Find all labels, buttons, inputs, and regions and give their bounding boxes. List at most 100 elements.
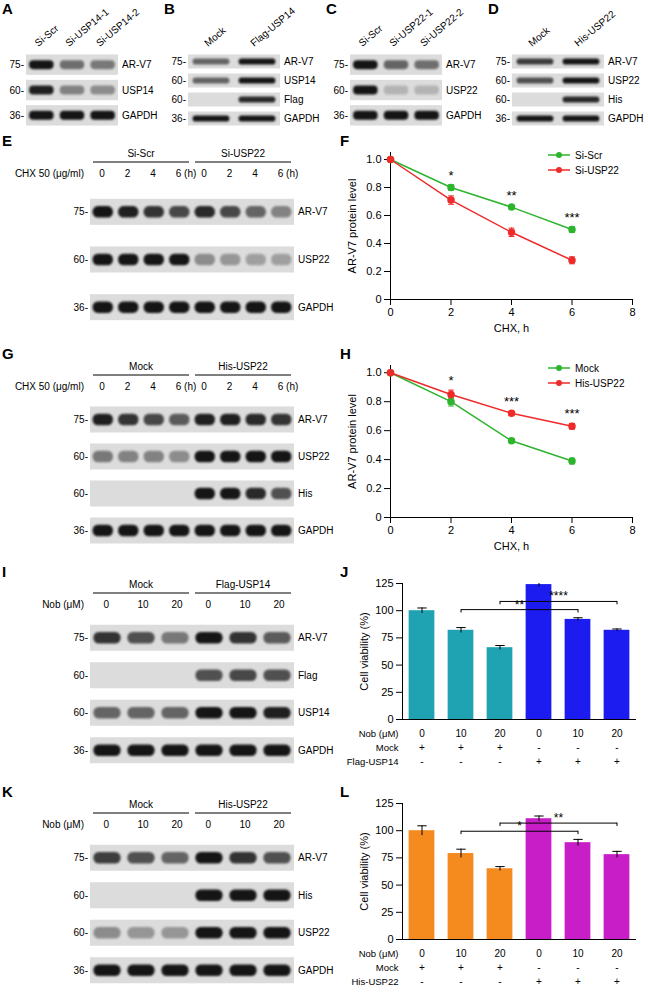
svg-text:2: 2	[125, 381, 131, 392]
svg-text:**: **	[515, 598, 525, 612]
svg-text:6 (h): 6 (h)	[278, 168, 299, 179]
svg-text:+: +	[458, 962, 464, 973]
svg-text:20: 20	[494, 948, 506, 959]
svg-text:1.0: 1.0	[366, 153, 381, 165]
svg-text:60-: 60-	[74, 670, 88, 681]
svg-text:USP14: USP14	[298, 707, 330, 718]
svg-text:0.2: 0.2	[366, 482, 381, 494]
svg-text:His-USP22: His-USP22	[218, 361, 268, 372]
svg-text:A: A	[2, 0, 13, 17]
svg-text:100: 100	[375, 604, 393, 616]
svg-text:60-: 60-	[74, 451, 88, 462]
svg-text:75: 75	[381, 851, 393, 863]
svg-text:+: +	[497, 962, 503, 973]
svg-text:GAPDH: GAPDH	[298, 525, 334, 536]
svg-text:36-: 36-	[10, 110, 24, 121]
svg-text:-: -	[498, 976, 501, 987]
svg-text:25: 25	[381, 686, 393, 698]
svg-text:CHX, h: CHX, h	[494, 322, 529, 334]
svg-text:+: +	[575, 976, 581, 987]
svg-text:0: 0	[419, 728, 425, 739]
svg-text:+: +	[575, 756, 581, 767]
svg-text:0.8: 0.8	[366, 395, 381, 407]
svg-text:-: -	[576, 742, 579, 753]
svg-text:Mock: Mock	[129, 579, 154, 590]
svg-text:4: 4	[508, 306, 514, 318]
svg-text:20: 20	[611, 948, 623, 959]
svg-text:Mock: Mock	[575, 363, 600, 374]
svg-text:Flag-USP14: Flag-USP14	[216, 579, 271, 590]
svg-text:6 (h): 6 (h)	[176, 168, 197, 179]
svg-text:60-: 60-	[496, 75, 510, 86]
svg-text:20: 20	[172, 599, 184, 610]
svg-text:His: His	[608, 94, 622, 105]
svg-text:CHX, h: CHX, h	[494, 540, 529, 552]
svg-text:36-: 36-	[74, 745, 88, 756]
svg-text:10: 10	[240, 599, 252, 610]
svg-text:His-USP22: His-USP22	[218, 799, 268, 810]
svg-text:I: I	[2, 563, 6, 580]
svg-text:36-: 36-	[74, 525, 88, 536]
svg-text:36-: 36-	[74, 965, 88, 976]
svg-text:*: *	[448, 373, 453, 388]
svg-text:USP22: USP22	[298, 254, 330, 265]
svg-text:Nob (μM): Nob (μM)	[42, 599, 84, 610]
svg-text:B: B	[164, 0, 175, 17]
svg-text:****: ****	[549, 589, 568, 603]
svg-text:0: 0	[419, 948, 425, 959]
svg-text:CHX 50 (μg/ml): CHX 50 (μg/ml)	[15, 168, 84, 179]
svg-text:Si-USP14-2: Si-USP14-2	[94, 6, 142, 49]
svg-text:0: 0	[206, 599, 212, 610]
svg-text:Si-Scr: Si-Scr	[33, 22, 61, 48]
svg-text:Flag: Flag	[298, 670, 317, 681]
svg-text:L: L	[340, 783, 349, 800]
svg-text:8: 8	[629, 524, 635, 536]
svg-text:AR-V7 protein level: AR-V7 protein level	[346, 179, 358, 274]
svg-text:100: 100	[375, 824, 393, 836]
svg-text:+: +	[419, 962, 425, 973]
svg-text:His: His	[298, 488, 312, 499]
svg-text:Si-USP22-2: Si-USP22-2	[418, 6, 466, 49]
svg-text:USP22: USP22	[446, 85, 478, 96]
svg-text:AR-V7: AR-V7	[298, 206, 328, 217]
svg-text:60-: 60-	[496, 94, 510, 105]
svg-text:0: 0	[99, 168, 105, 179]
svg-text:4: 4	[150, 381, 156, 392]
svg-text:0.2: 0.2	[366, 265, 381, 277]
svg-text:H: H	[340, 345, 351, 362]
svg-text:75-: 75-	[10, 59, 24, 70]
svg-text:GAPDH: GAPDH	[446, 110, 482, 121]
svg-text:Nob (μM): Nob (μM)	[359, 728, 399, 739]
svg-text:-: -	[420, 976, 423, 987]
svg-text:2: 2	[125, 168, 131, 179]
svg-text:75-: 75-	[172, 56, 186, 67]
svg-text:6: 6	[569, 524, 575, 536]
svg-text:60-: 60-	[74, 890, 88, 901]
svg-text:AR-V7: AR-V7	[298, 414, 328, 425]
svg-text:Flag-USP14: Flag-USP14	[347, 756, 399, 767]
svg-text:AR-V7: AR-V7	[446, 59, 476, 70]
svg-text:+: +	[536, 976, 542, 987]
svg-text:0: 0	[375, 511, 381, 523]
svg-text:+: +	[614, 976, 620, 987]
svg-text:USP14: USP14	[284, 75, 316, 86]
svg-text:20: 20	[494, 728, 506, 739]
svg-text:0: 0	[387, 524, 393, 536]
svg-text:F: F	[340, 132, 349, 149]
svg-text:-: -	[615, 742, 618, 753]
svg-text:+: +	[536, 756, 542, 767]
svg-text:125: 125	[375, 577, 393, 589]
svg-text:2: 2	[448, 524, 454, 536]
svg-text:20: 20	[274, 599, 286, 610]
svg-text:-: -	[459, 976, 462, 987]
svg-text:0: 0	[104, 819, 110, 830]
svg-text:Si-USP22: Si-USP22	[221, 148, 265, 159]
svg-text:75: 75	[381, 631, 393, 643]
svg-text:+: +	[497, 742, 503, 753]
svg-text:USP22: USP22	[298, 451, 330, 462]
svg-text:0: 0	[201, 381, 207, 392]
svg-text:Cell viability (%): Cell viability (%)	[358, 832, 370, 910]
svg-text:0: 0	[387, 306, 393, 318]
svg-text:2: 2	[227, 381, 233, 392]
svg-text:CHX 50 (μg/ml): CHX 50 (μg/ml)	[15, 381, 84, 392]
